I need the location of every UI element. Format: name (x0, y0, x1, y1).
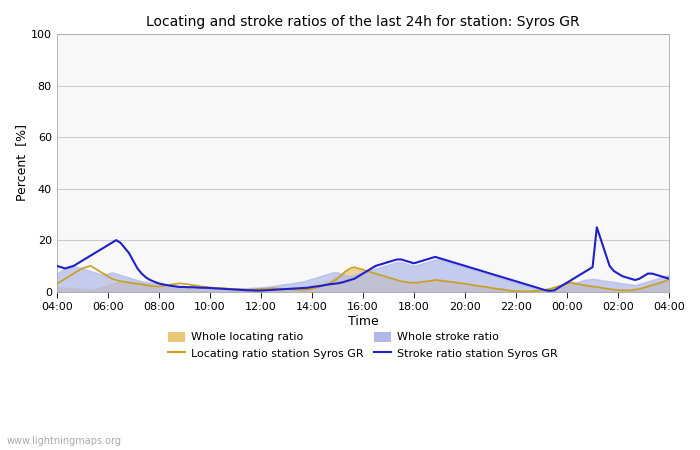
Legend: Whole locating ratio, Locating ratio station Syros GR, Whole stroke ratio, Strok: Whole locating ratio, Locating ratio sta… (164, 327, 562, 363)
Text: www.lightningmaps.org: www.lightningmaps.org (7, 436, 122, 446)
Y-axis label: Percent  [%]: Percent [%] (15, 125, 28, 202)
X-axis label: Time: Time (347, 315, 378, 328)
Title: Locating and stroke ratios of the last 24h for station: Syros GR: Locating and stroke ratios of the last 2… (146, 15, 580, 29)
